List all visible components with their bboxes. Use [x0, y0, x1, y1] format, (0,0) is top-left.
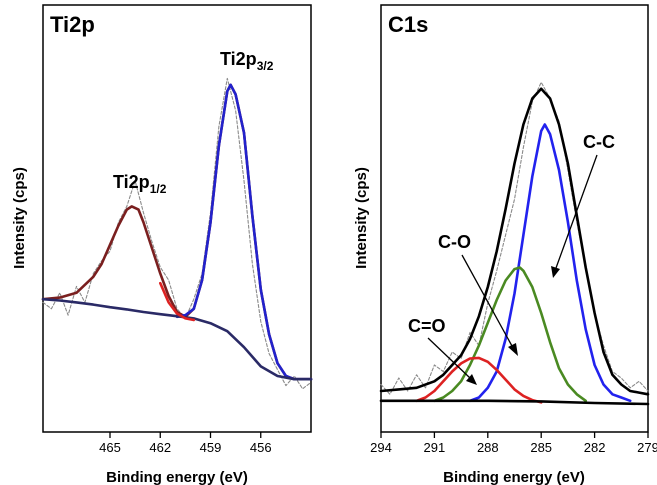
ti2p-x-axis-label: Binding energy (eV) — [106, 469, 248, 485]
c1s-x-tick-label: 291 — [424, 440, 446, 455]
c1s-panel: 294 291 288 285 282 279 C1s C-C C-O C=O Bindi… — [353, 4, 657, 485]
c1s-series-C-O-component — [433, 266, 587, 403]
ti2p-y-axis-label: Intensity (cps) — [11, 167, 28, 269]
c-o-peak-label: C-O — [438, 232, 471, 252]
ti2p-series-raw-data — [42, 77, 312, 390]
ti2p-3-2-peak-label: Ti2p3/2 — [220, 49, 274, 73]
c1s-x-tick-label: 288 — [477, 440, 499, 455]
ti2p-series-background — [41, 297, 313, 381]
c1s-series-C=O-component — [415, 356, 543, 404]
ti2p-plot-frame — [42, 4, 312, 433]
ti2p-panel-title: Ti2p — [50, 12, 95, 37]
ti2p-series-group — [41, 77, 313, 390]
ti2p-x-ticks: 465 462 459 456 — [99, 432, 272, 455]
c1s-x-axis-label: Binding energy (eV) — [443, 469, 585, 485]
ti2p-x-tick-label: 459 — [200, 440, 222, 455]
ti2p-x-tick-label: 462 — [149, 440, 171, 455]
c1s-plot-frame — [380, 4, 649, 433]
c1s-panel-title: C1s — [388, 12, 428, 37]
ti2p-x-tick-label: 465 — [99, 440, 121, 455]
ti2p-x-tick-label: 456 — [250, 440, 272, 455]
c1s-y-axis-label: Intensity (cps) — [353, 167, 370, 269]
c1s-x-tick-label: 282 — [584, 440, 606, 455]
ti2p-series-Ti2p1/2-tail — [159, 281, 196, 322]
c1s-series-fit-envelope — [379, 87, 650, 396]
c1s-series-group — [379, 81, 650, 406]
c-c-peak-label: C-C — [583, 132, 615, 152]
c-c-arrow — [551, 154, 598, 278]
c-o-arrow — [461, 254, 518, 356]
ti2p-1-2-peak-label: Ti2p1/2 — [113, 172, 167, 196]
c1s-series-raw-data — [380, 81, 649, 395]
c1s-x-tick-label: 285 — [530, 440, 552, 455]
c1s-x-tick-label: 294 — [370, 440, 392, 455]
ti2p-panel: 465 462 459 456 Ti2p Ti2p1/2 Ti2p3/2 Bindin… — [11, 4, 313, 485]
c1s-x-ticks: 294 291 288 285 282 279 — [370, 432, 657, 455]
c1s-series-background — [379, 399, 650, 406]
ti2p-series-Ti2p3/2-component — [175, 83, 313, 381]
ti2p-series-fit-envelope — [41, 83, 313, 381]
c1s-x-tick-label: 279 — [637, 440, 657, 455]
c1s-series-C-C-component — [468, 123, 632, 403]
c-double-o-arrow — [427, 337, 477, 385]
c-double-o-peak-label: C=O — [408, 316, 446, 336]
